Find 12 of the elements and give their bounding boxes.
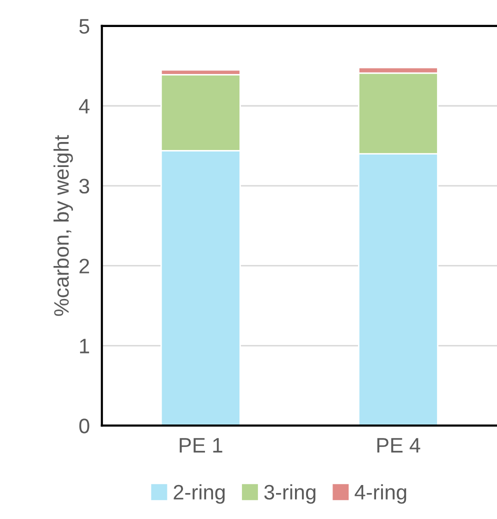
y-tick-label: 1	[80, 338, 90, 354]
x-tick-label: PE 4	[377, 438, 420, 452]
y-tick-label: 0	[79, 418, 90, 434]
y-tick-label: 5	[79, 19, 90, 34]
y-tick-label: 4	[78, 99, 90, 114]
y-axis-title: %carbon, by weight	[54, 135, 73, 316]
y-tick-label: 3	[79, 178, 90, 194]
legend-label: 2-ring	[174, 484, 225, 504]
legend-label: 3-ring	[264, 484, 316, 504]
y-tick-label: 2	[80, 258, 90, 274]
legend-label: 4-ring	[354, 484, 406, 504]
x-tick-label: PE 1	[180, 438, 222, 452]
